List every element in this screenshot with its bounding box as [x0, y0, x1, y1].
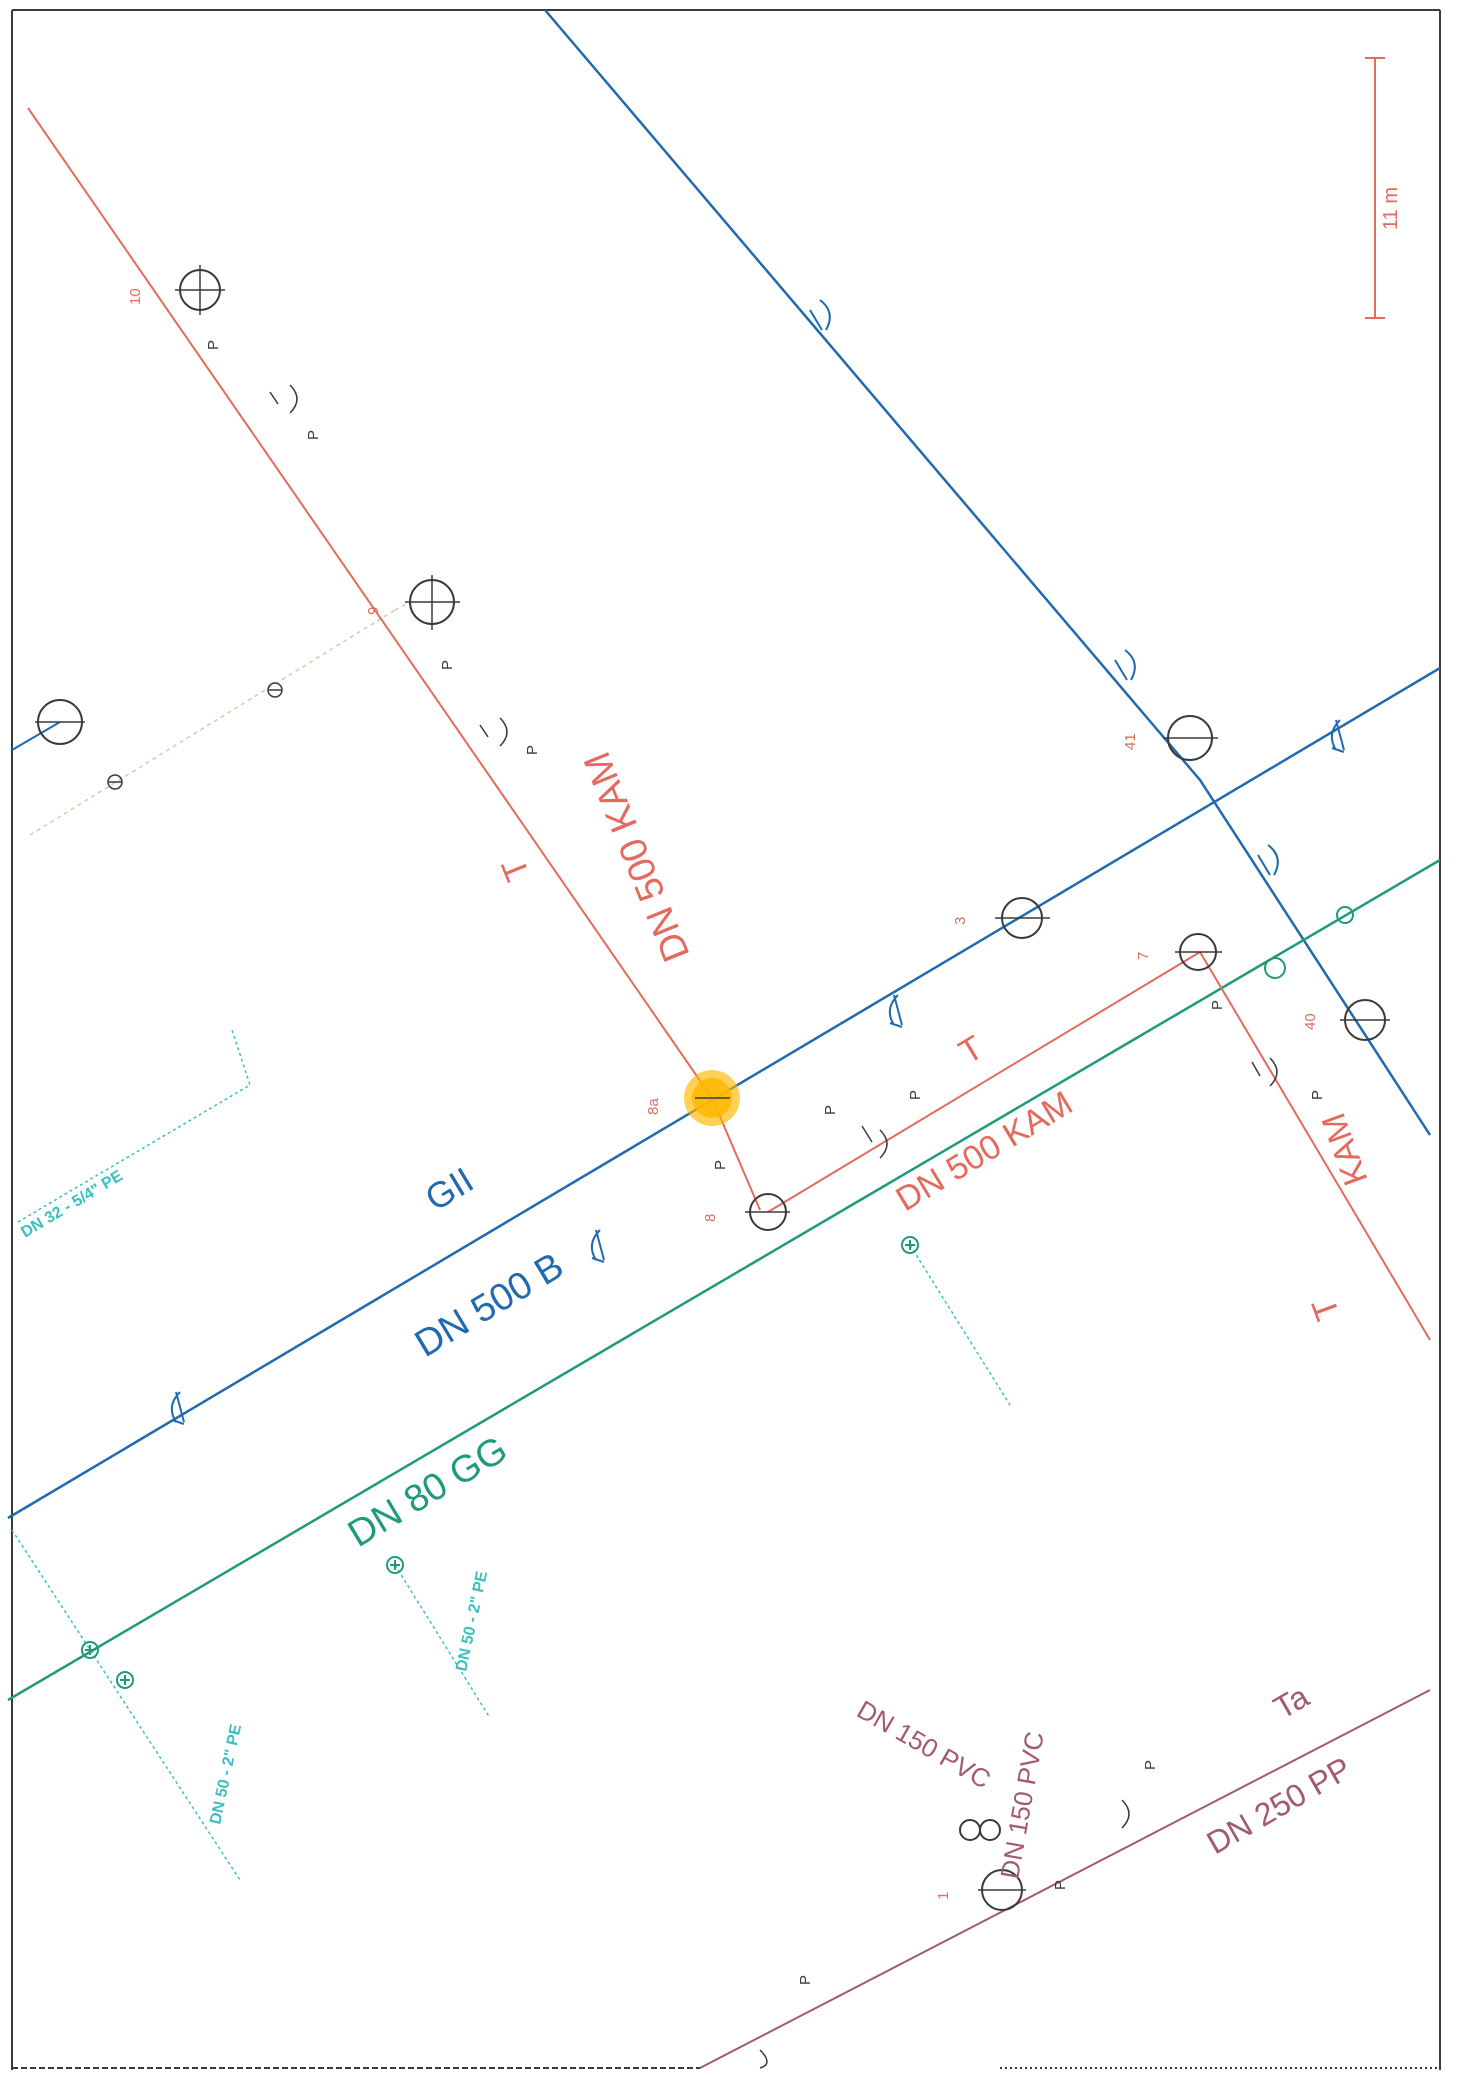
manhole-number-8a: 8a: [645, 1098, 662, 1115]
sewer-branch-spec-label: DN 500 KAM: [890, 1084, 1080, 1219]
small-valve-markers: [107, 682, 283, 790]
manhole-8: [745, 1193, 790, 1231]
sewer-joint-markers: [269, 384, 1278, 2069]
manhole-1: [978, 1869, 1026, 1911]
manhole-41: [1163, 715, 1218, 761]
p-marker: P: [524, 745, 541, 755]
scale-bar-label: 11 m: [1380, 187, 1402, 230]
gas-service-line-3: [394, 1564, 491, 1719]
manhole-number-3: 3: [952, 917, 969, 925]
p-marker: P: [439, 660, 456, 670]
gas-service-lines: [11, 1029, 1011, 1881]
sewer-main-spec-label: DN 500 KAM: [576, 746, 698, 967]
manhole-number-8: 8: [702, 1214, 719, 1222]
p-marker: P: [305, 430, 322, 440]
sewer-main-line: [27, 107, 761, 1211]
manhole-number-labels: 10 9 8a 8 7 3 41 40 1: [127, 288, 1319, 1900]
p-marker: P: [907, 1090, 924, 1100]
p-marker: P: [1052, 1880, 1069, 1890]
p-marker: P: [1209, 1000, 1226, 1010]
p-marker: P: [712, 1160, 729, 1170]
p-marker: P: [1142, 1760, 1159, 1770]
gas-service-line-1: [17, 1029, 251, 1223]
sewer-branch-type-label: T: [953, 1029, 990, 1072]
p-marker: P: [205, 340, 222, 350]
gas-service-1-label: DN 32 - 5/4" PE: [18, 1167, 126, 1241]
water-upper-left-line: [11, 721, 61, 751]
manhole-9: [405, 575, 460, 630]
pvc-a-spec-label: DN 150 PVC: [852, 1694, 996, 1794]
p-marker: P: [1309, 1090, 1326, 1100]
sewer-right-spec-label: KAM: [1315, 1108, 1376, 1190]
sewer-pp-type-label: Ta: [1268, 1678, 1315, 1726]
manhole-number-40: 40: [1302, 1013, 1319, 1030]
sewer-main-type-label: T: [494, 853, 537, 887]
water-diagonal-line: [544, 9, 1432, 1136]
p-marker: P: [797, 1975, 814, 1985]
sewer-right-type-label: T: [1305, 1293, 1348, 1326]
manhole-pvc-small: [959, 1819, 1001, 1841]
gas-service-2-label: DN 50 - 2" PE: [453, 1569, 491, 1672]
gas-service-line-4: [11, 1529, 241, 1881]
gas-service-line-2: [909, 1244, 1011, 1406]
water-joint-markers: [170, 299, 1345, 1425]
scale-bar: 11 m: [1365, 57, 1402, 319]
manhole-upper-left: [35, 699, 85, 745]
gas-main-spec-label: DN 80 GG: [341, 1428, 515, 1555]
manhole-10: [175, 265, 225, 315]
highlighted-node-8a[interactable]: [684, 1070, 740, 1126]
gas-service-3-label: DN 50 - 2" PE: [207, 1722, 245, 1825]
sewer-pp-line: [699, 1689, 1431, 2069]
manhole-3: [995, 897, 1050, 939]
manhole-number-41: 41: [1122, 733, 1139, 750]
sewer-pp-spec-label: DN 250 PP: [1201, 1750, 1358, 1861]
water-main-spec-label: DN 500 B: [408, 1245, 571, 1366]
sewer-p-markers: P P P P P P P P P P P P: [205, 340, 1326, 1985]
p-marker: P: [822, 1105, 839, 1115]
manhole-40: [1340, 999, 1390, 1041]
manhole-number-7: 7: [1135, 952, 1152, 960]
manhole-number-1: 1: [935, 1892, 952, 1900]
gas-valve-markers: [81, 906, 1354, 1689]
faint-service-lines: [29, 601, 411, 836]
sewer-right-line: [1199, 951, 1431, 1341]
water-main-type-label: GII: [418, 1159, 480, 1219]
sewer-branch-line: [767, 951, 1201, 1213]
manhole-number-9: 9: [365, 607, 382, 615]
manhole-number-10: 10: [127, 288, 144, 305]
manhole-7: [1175, 933, 1222, 971]
pvc-b-spec-label: DN 150 PVC: [994, 1729, 1049, 1881]
gas-main-line: [7, 858, 1441, 1702]
